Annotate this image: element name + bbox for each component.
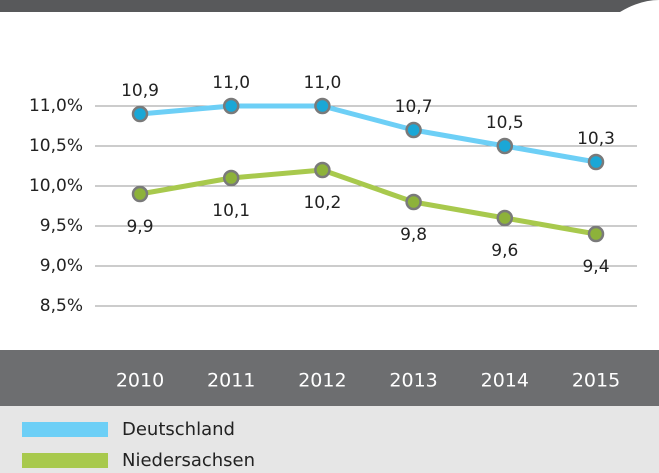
legend-area [0,406,659,473]
marker [222,97,240,115]
marker [496,137,514,155]
marker [587,153,605,171]
data-label: 10,3 [577,129,615,149]
data-label: 10,9 [121,81,159,101]
data-label: 9,9 [126,217,153,237]
marker [222,169,240,187]
x-tick-label: 2013 [389,370,437,392]
data-label: 10,2 [303,193,341,213]
data-label: 11,0 [212,73,250,93]
data-label: 10,7 [395,97,433,117]
y-tick-label: 9,5% [40,216,83,236]
marker [405,121,422,139]
y-tick-label: 10,5% [29,136,83,156]
y-tick-label: 8,5% [40,296,83,316]
legend-swatch [22,422,108,437]
marker [587,225,605,243]
legend-swatch [22,453,108,468]
series-line [139,167,597,237]
x-tick-label: 2012 [298,370,346,392]
x-tick-label: 2010 [116,370,164,392]
data-label: 10,5 [486,113,524,133]
y-tick-label: 9,0% [40,256,83,276]
x-tick-label: 2011 [207,370,255,392]
axis-band [0,350,659,406]
top-bar [0,0,659,12]
marker [131,185,149,203]
marker [314,97,331,115]
x-tick-label: 2015 [572,370,620,392]
marker [496,209,514,227]
y-tick-label: 11,0% [29,96,83,116]
marker [314,161,331,179]
legend-label: Deutschland [122,419,235,440]
legend-label: Niedersachsen [122,450,255,471]
data-label: 10,1 [212,201,250,221]
marker [405,193,422,211]
series-line [139,103,597,165]
y-tick-label: 10,0% [29,176,83,196]
x-tick-label: 2014 [481,370,529,392]
data-label: 9,6 [491,241,518,261]
data-label: 9,4 [582,257,609,277]
data-label: 11,0 [303,73,341,93]
marker [131,105,149,123]
data-label: 9,8 [400,225,427,245]
